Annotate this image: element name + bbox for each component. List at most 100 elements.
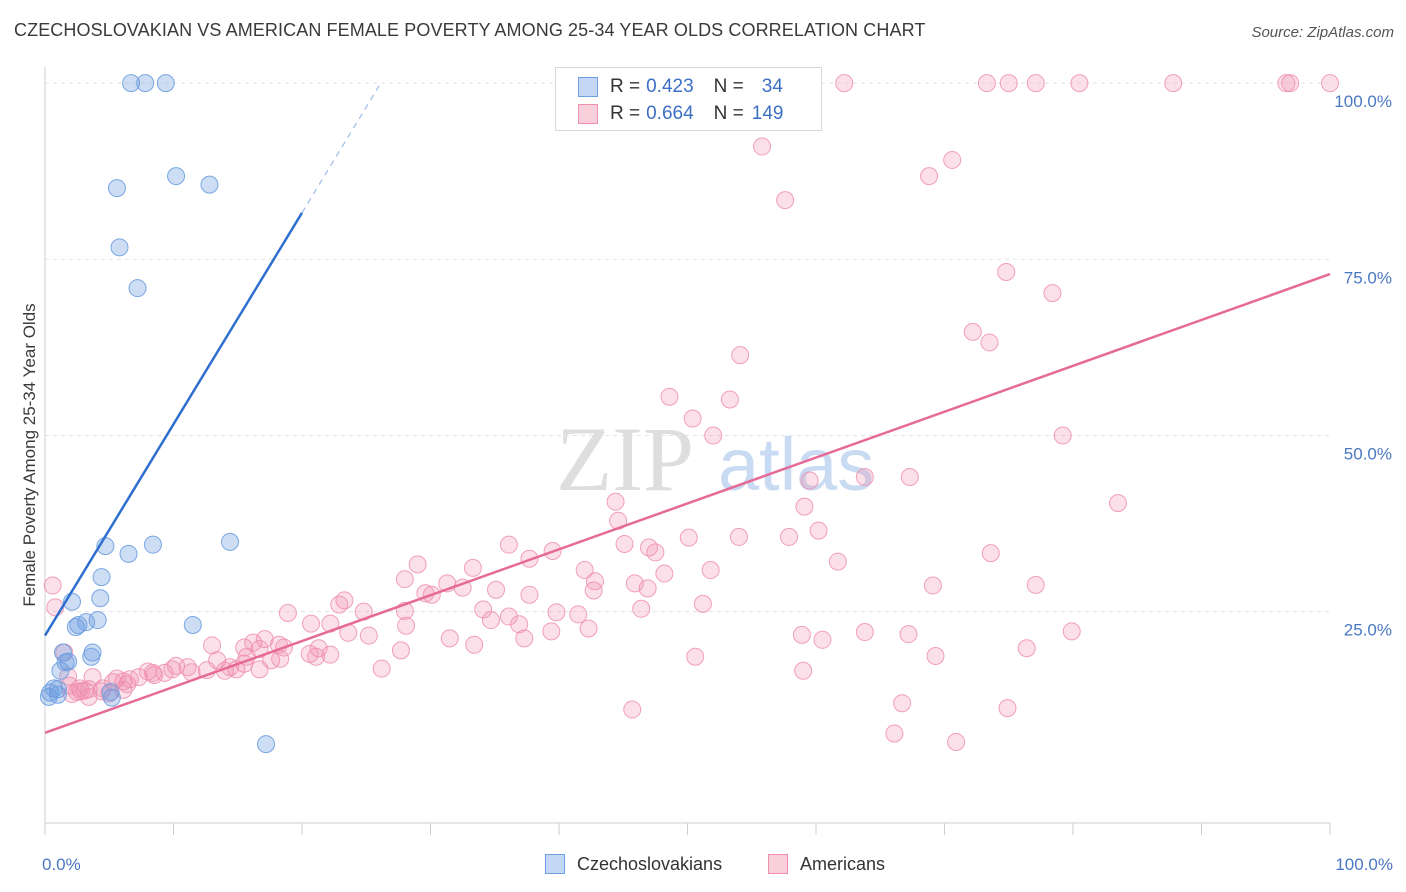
series-label-american: Americans — [800, 853, 886, 874]
czech-point — [110, 238, 129, 257]
american-point — [542, 622, 561, 641]
american-point — [720, 390, 739, 409]
american-point — [510, 615, 529, 634]
tick-labels: 25.0% 50.0% 75.0% 100.0% 0.0% 100.0% — [42, 92, 1393, 874]
american-point — [585, 572, 604, 591]
american-point — [660, 387, 679, 406]
czech-point — [122, 74, 141, 93]
american-point — [1053, 426, 1072, 445]
american-point — [800, 471, 819, 490]
legend-r-label: R = — [610, 103, 641, 124]
american-point — [809, 521, 828, 540]
american-point — [474, 600, 493, 619]
czech-point — [136, 74, 155, 93]
american-point — [43, 576, 62, 595]
american-point — [828, 552, 847, 571]
x-tick-label: 100.0% — [1335, 855, 1393, 874]
american-point — [923, 576, 942, 595]
czech-point — [102, 688, 121, 707]
series-label-czech: Czechoslovakians — [577, 853, 723, 874]
american-point — [579, 619, 598, 638]
american-point — [780, 527, 799, 546]
y-tick-label: 50.0% — [1344, 444, 1392, 463]
american-point — [391, 641, 410, 660]
american-point — [499, 607, 518, 626]
czech-point — [167, 167, 186, 186]
czech-point — [107, 179, 126, 198]
american-point — [301, 614, 320, 633]
legend-n-label: N = — [713, 103, 744, 124]
american-point — [1164, 74, 1183, 93]
american-point — [701, 561, 720, 580]
american-point — [321, 645, 340, 664]
czech-point — [48, 685, 67, 704]
american-points — [43, 74, 1339, 751]
american-point — [686, 647, 705, 666]
american-point — [408, 555, 427, 574]
american-point — [278, 604, 297, 623]
american-point — [679, 528, 698, 547]
american-point — [145, 666, 164, 685]
american-point — [997, 262, 1016, 281]
legend-n-value: 34 — [761, 76, 783, 97]
american-point — [463, 558, 482, 577]
american-point — [487, 580, 506, 599]
american-point — [776, 191, 795, 210]
american-point — [623, 700, 642, 719]
y-tick-label: 75.0% — [1344, 268, 1392, 287]
american-point — [926, 647, 945, 666]
american-point — [693, 594, 712, 613]
czech-point — [51, 661, 70, 680]
czech-point — [101, 682, 120, 701]
czech-point — [128, 279, 147, 298]
american-point — [1277, 74, 1296, 93]
american-point — [900, 468, 919, 487]
czech-point — [92, 568, 111, 587]
american-point — [855, 623, 874, 642]
legend-r-value: 0.423 — [646, 76, 694, 97]
axes — [44, 67, 1331, 835]
american-point — [999, 74, 1018, 93]
american-point — [465, 635, 484, 654]
american-point — [855, 468, 874, 487]
american-point — [920, 167, 939, 186]
american-point — [998, 699, 1017, 718]
american-point — [271, 649, 290, 668]
american-point — [499, 535, 518, 554]
american-point — [729, 527, 748, 546]
chart-title: CZECHOSLOVAKIAN VS AMERICAN FEMALE POVER… — [14, 20, 926, 40]
y-axis-title: Female Poverty Among 25-34 Year Olds — [20, 303, 39, 606]
american-point — [1017, 639, 1036, 658]
american-point — [943, 150, 962, 169]
american-trend-line — [44, 272, 1331, 734]
series-swatch-czech — [545, 854, 565, 874]
legend-n-value: 149 — [751, 103, 784, 124]
american-point — [794, 661, 813, 680]
czech-point — [39, 687, 58, 706]
trend-lines — [43, 85, 1331, 734]
legend-r-label: R = — [610, 76, 641, 97]
czech-point — [257, 735, 276, 754]
american-point — [584, 581, 603, 600]
czech-point — [183, 615, 202, 634]
american-point — [977, 74, 996, 93]
american-point — [947, 732, 966, 751]
american-point — [520, 585, 539, 604]
american-point — [79, 687, 98, 706]
american-point — [638, 579, 657, 598]
american-point — [1026, 74, 1045, 93]
american-point — [683, 409, 702, 428]
american-point — [795, 497, 814, 516]
x-tick-label: 0.0% — [42, 855, 81, 874]
american-point — [1070, 74, 1089, 93]
american-point — [615, 534, 634, 553]
american-point — [481, 611, 500, 630]
american-point — [753, 137, 772, 156]
american-point — [397, 616, 416, 635]
american-point — [639, 538, 658, 557]
american-point — [163, 660, 182, 679]
american-point — [893, 694, 912, 713]
source-label: Source: ZipAtlas.com — [1251, 24, 1394, 41]
american-point — [1281, 74, 1300, 93]
